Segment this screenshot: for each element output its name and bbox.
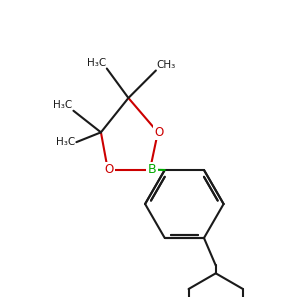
Text: H₃C: H₃C: [87, 58, 106, 68]
Text: H₃C: H₃C: [53, 100, 73, 110]
Text: CH₃: CH₃: [157, 59, 176, 70]
Text: H₃C: H₃C: [56, 137, 75, 147]
Text: B: B: [148, 163, 156, 176]
Text: O: O: [154, 126, 164, 139]
Text: O: O: [104, 163, 113, 176]
